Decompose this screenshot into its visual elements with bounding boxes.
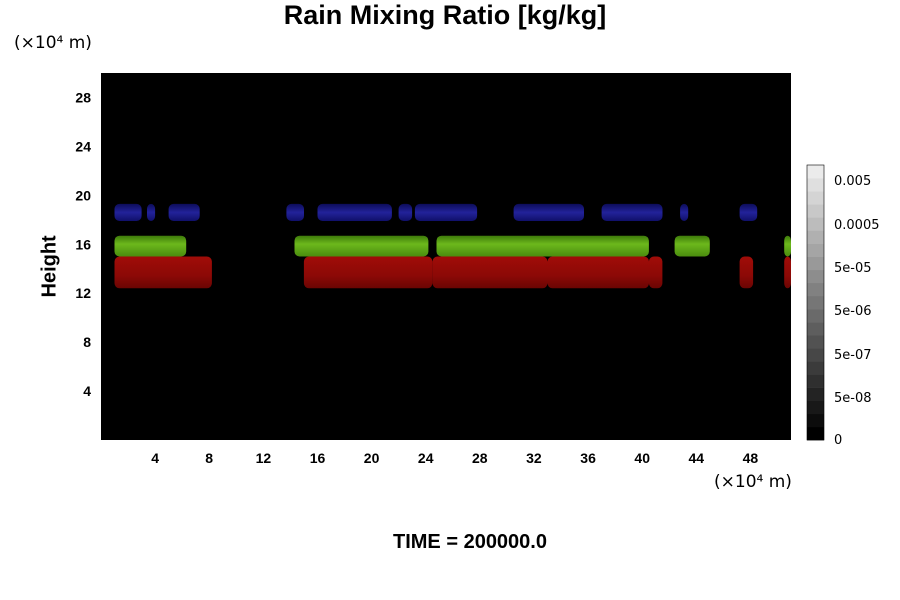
colorbar-swatch: [807, 165, 824, 179]
band-green-segment: [294, 235, 429, 257]
colorbar-tick-label: 5e-08: [834, 391, 872, 406]
x-tick-label: 32: [526, 450, 542, 466]
band-blue-segment: [317, 203, 392, 221]
colorbar-tick-label: 0.005: [834, 174, 871, 189]
colorbar-swatch: [807, 374, 824, 388]
band-blue-segment: [739, 203, 758, 221]
x-tick-label: 20: [364, 450, 380, 466]
colorbar-tick-label: 5e-07: [834, 348, 872, 363]
x-tick-label: 24: [418, 450, 434, 466]
band-red-segment: [784, 256, 791, 289]
y-axis-unit: (×10⁴ m): [14, 33, 92, 53]
colorbar-frame: [806, 164, 825, 441]
band-red-segment: [114, 256, 212, 289]
y-tick-label: 4: [83, 383, 91, 399]
band-blue-segment: [114, 203, 142, 221]
x-tick-label: 44: [689, 450, 705, 466]
colorbar-swatch: [807, 361, 824, 375]
colorbar-tick-label: 5e-06: [834, 304, 872, 319]
x-tick-label: 16: [310, 450, 326, 466]
y-tick-label: 24: [75, 138, 91, 154]
band-red-segment: [739, 256, 754, 289]
colorbar-tick-label: 5e-05: [834, 261, 872, 276]
colorbar-swatch: [807, 387, 824, 402]
colorbar-swatch: [807, 256, 824, 271]
band-red-segment: [432, 256, 548, 289]
chart-title: Rain Mixing Ratio [kg/kg]: [283, 0, 607, 30]
colorbar-swatch: [807, 178, 824, 192]
y-tick-label: 16: [75, 236, 91, 252]
x-tick-label: 28: [472, 450, 488, 466]
colorbar-swatch: [807, 204, 824, 218]
band-green-segment: [784, 235, 791, 257]
colorbar-swatch: [807, 295, 824, 310]
colorbar-swatch: [807, 335, 824, 349]
y-tick-label: 20: [75, 187, 91, 203]
band-blue-segment: [414, 203, 478, 221]
band-blue-segment: [680, 203, 689, 221]
colorbar-tick-label: 0.0005: [834, 218, 880, 233]
colorbar-swatch: [807, 230, 824, 244]
band-blue-segment: [398, 203, 413, 221]
colorbar-swatch: [807, 243, 824, 257]
band-red-segment: [303, 256, 433, 289]
band-blue-segment: [286, 203, 304, 221]
band-green-segment: [114, 235, 187, 257]
y-tick-label: 12: [75, 285, 91, 301]
x-tick-label: 40: [634, 450, 650, 466]
colorbar-swatch: [807, 400, 824, 415]
band-blue-segment: [513, 203, 584, 221]
y-tick-label: 28: [75, 90, 91, 106]
colorbar-swatch: [807, 191, 824, 205]
colorbar-swatch: [807, 322, 824, 336]
band-blue-segment: [147, 203, 156, 221]
colorbar-swatch: [807, 269, 824, 284]
colorbar-swatch: [807, 309, 824, 323]
band-blue-segment: [601, 203, 663, 221]
x-tick-label: 4: [151, 450, 159, 466]
band-green-segment: [436, 235, 649, 257]
band-blue-segment: [168, 203, 200, 221]
time-label: TIME = 200000.0: [393, 531, 547, 553]
x-tick-label: 8: [205, 450, 213, 466]
x-tick-label: 12: [256, 450, 272, 466]
colorbar-swatch: [807, 413, 824, 428]
band-red-segment: [547, 256, 649, 289]
band-green-segment: [674, 235, 710, 257]
colorbar-swatch: [807, 426, 824, 441]
x-axis-unit: (×10⁴ m): [714, 472, 792, 492]
colorbar-tick-label: 0: [834, 433, 842, 448]
colorbar-swatch: [807, 217, 824, 231]
band-red-segment: [648, 256, 663, 289]
y-tick-label: 8: [83, 334, 91, 350]
x-tick-label: 36: [580, 450, 596, 466]
colorbar-swatch: [807, 348, 824, 362]
colorbar-swatch: [807, 282, 824, 297]
x-tick-label: 48: [743, 450, 759, 466]
